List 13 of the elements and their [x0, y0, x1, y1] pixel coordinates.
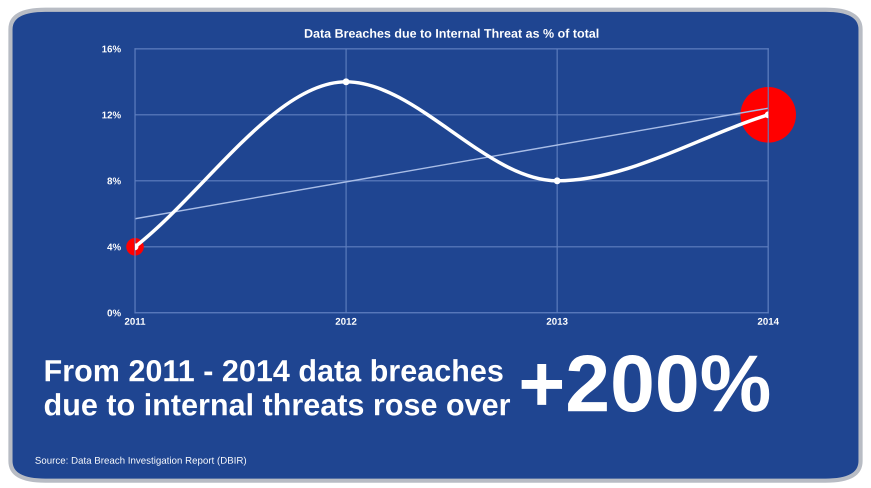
- y-tick-label: 0%: [107, 310, 121, 316]
- y-tick-label: 16%: [102, 46, 121, 52]
- source-note: Source: Data Breach Investigation Report (DBIR): [35, 456, 246, 466]
- x-tick-label: 2013: [546, 318, 568, 325]
- text: From 2011 - 2014 data breaches due to internal threats rose over: [44, 359, 510, 416]
- x-tick-label: 2012: [336, 318, 357, 325]
- y-tick-label: 12%: [102, 112, 121, 118]
- y-tick-label: 4%: [107, 244, 121, 250]
- text: +200%: [522, 354, 770, 412]
- y-tick-label: 8%: [107, 178, 121, 184]
- chart-title: Data Breaches due to Internal Threat as % of total: [304, 28, 598, 38]
- x-tick-label: 2014: [758, 318, 779, 325]
- x-tick-label: 2011: [124, 318, 146, 325]
